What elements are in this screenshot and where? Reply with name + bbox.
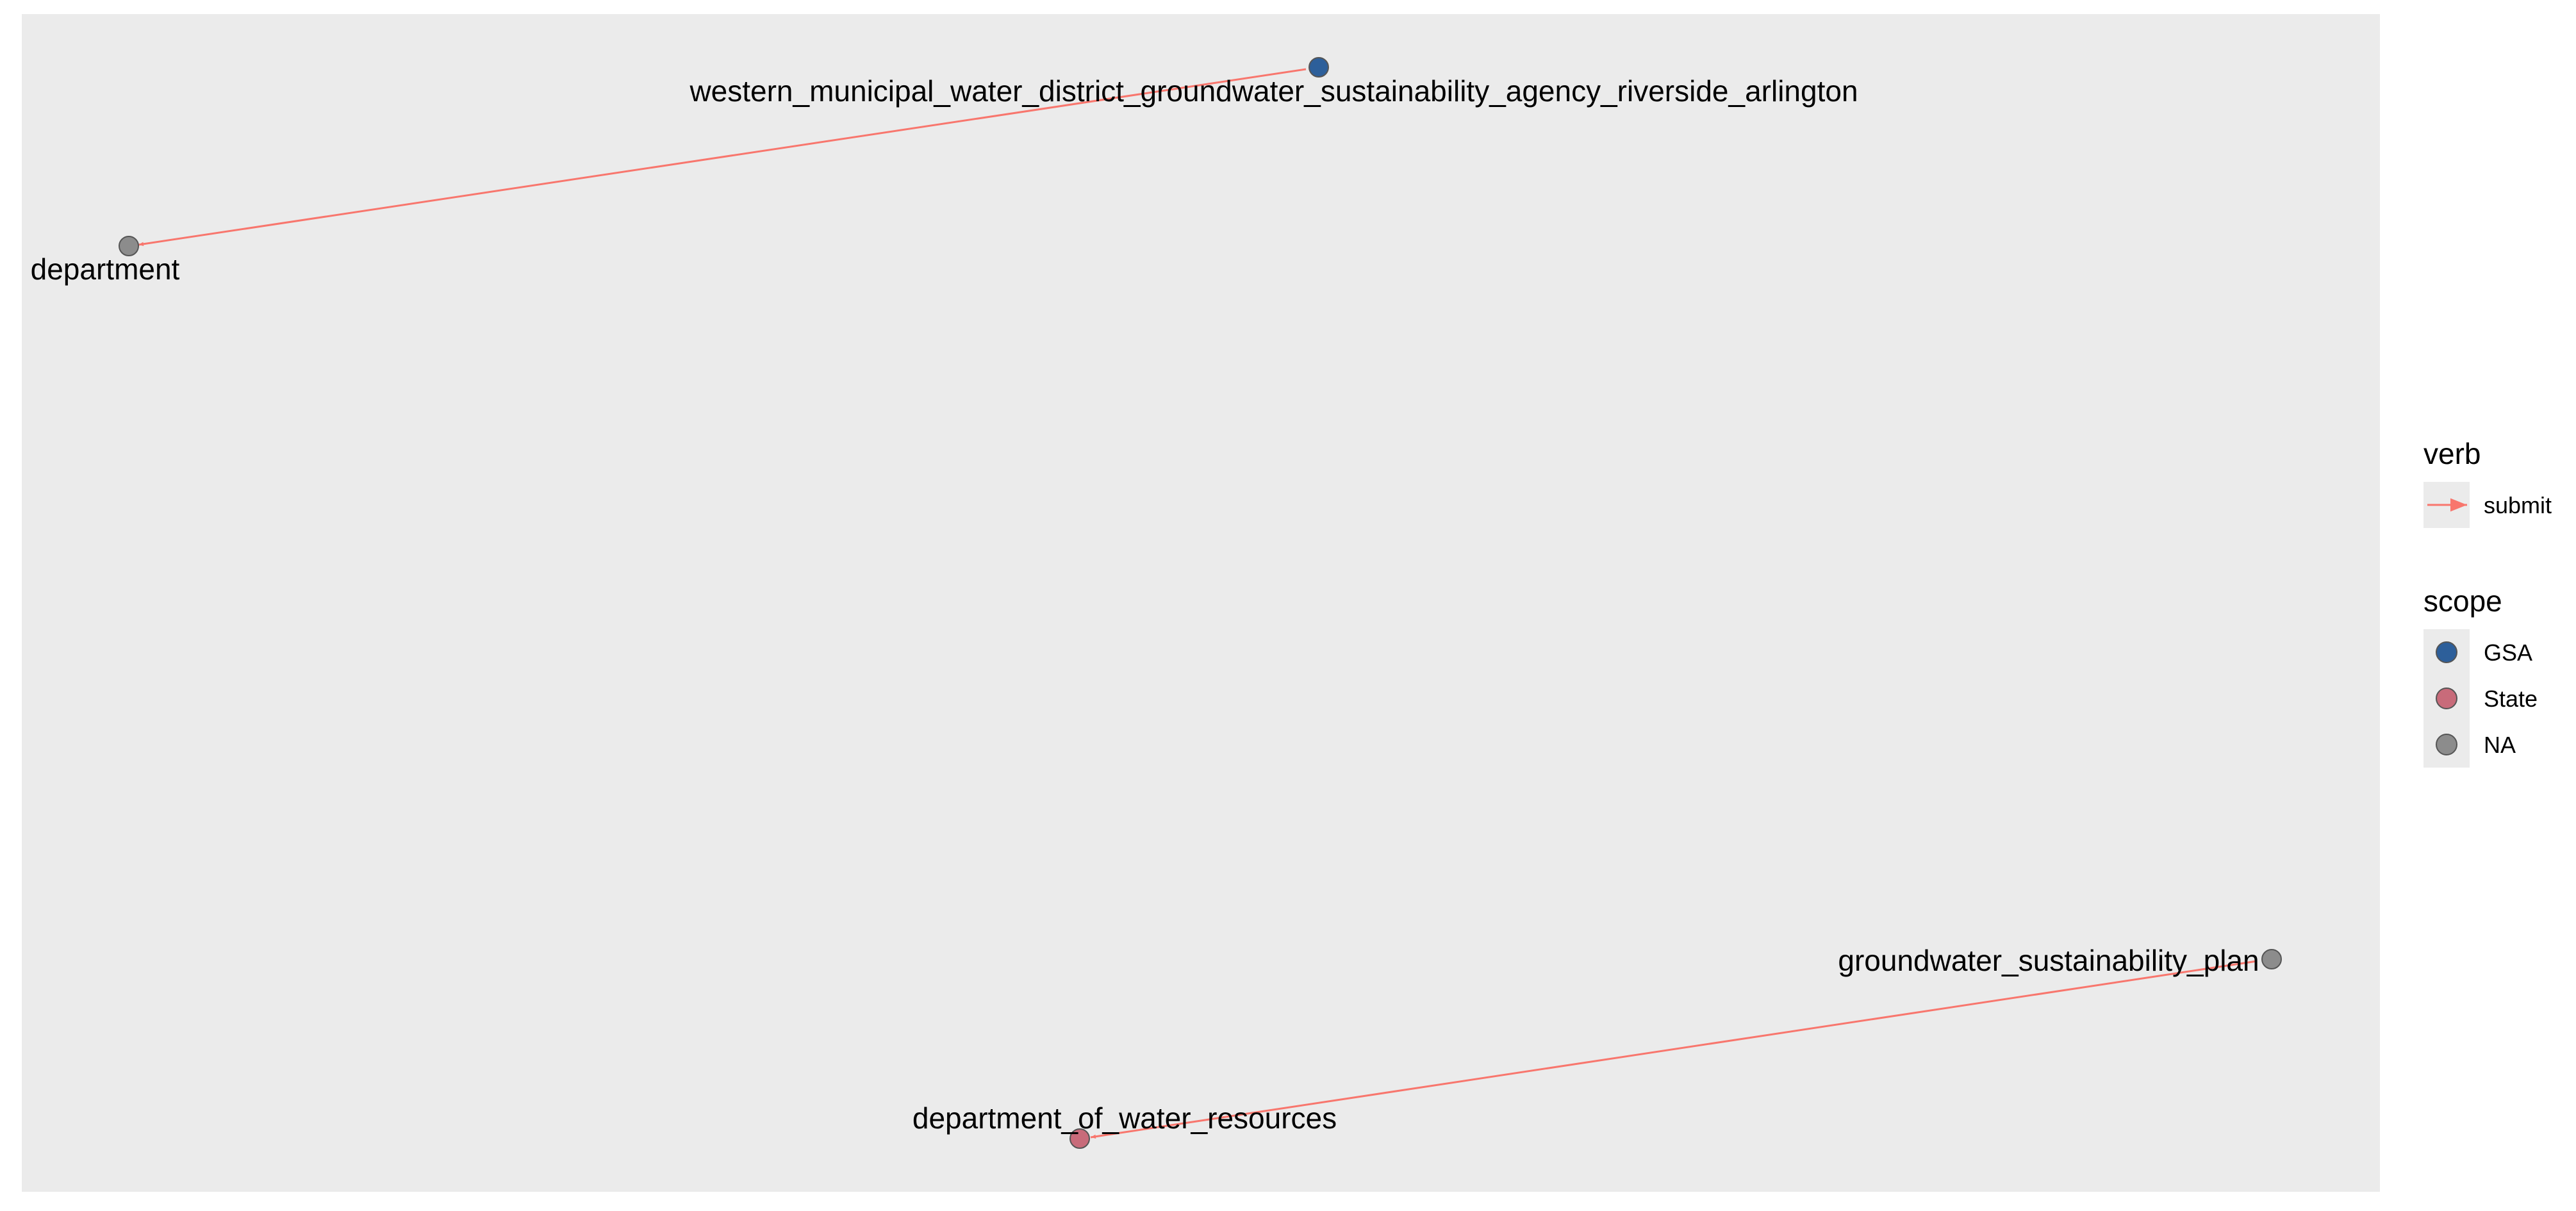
node-dwr xyxy=(1069,1128,1090,1149)
edge-wmwd-to-department xyxy=(138,68,1307,246)
legend-verb-title: verb xyxy=(2423,437,2481,470)
legend-na-label: NA xyxy=(2484,732,2516,758)
legend-submit-label: submit xyxy=(2484,492,2552,518)
node-label-department: department xyxy=(31,252,180,286)
node-label-wmwd: western_municipal_water_district_groundw… xyxy=(689,74,1858,108)
legend-scope-title: scope xyxy=(2423,584,2502,618)
legend-state-label: State xyxy=(2484,686,2538,712)
node-label-dwr: department_of_water_resources xyxy=(912,1101,1337,1135)
legend-gsa-swatch xyxy=(2436,641,2457,663)
legend-scope: scope GSA State NA xyxy=(2423,584,2538,768)
edges-layer xyxy=(138,68,2258,1139)
node-department xyxy=(119,236,139,256)
node-gsp xyxy=(2261,949,2282,969)
legend-verb: verb submit xyxy=(2423,437,2552,528)
nodes-layer xyxy=(119,57,2282,1149)
legend-state-swatch xyxy=(2436,688,2457,709)
legend-gsa-label: GSA xyxy=(2484,639,2532,666)
labels-layer: western_municipal_water_district_groundw… xyxy=(31,74,2259,1135)
edge-gsp-to-dwr xyxy=(1090,960,2258,1139)
legend-na-swatch xyxy=(2436,734,2457,755)
plot-panel xyxy=(22,14,2380,1192)
node-wmwd xyxy=(1309,57,1329,78)
node-label-gsp: groundwater_sustainability_plan xyxy=(1838,944,2259,977)
